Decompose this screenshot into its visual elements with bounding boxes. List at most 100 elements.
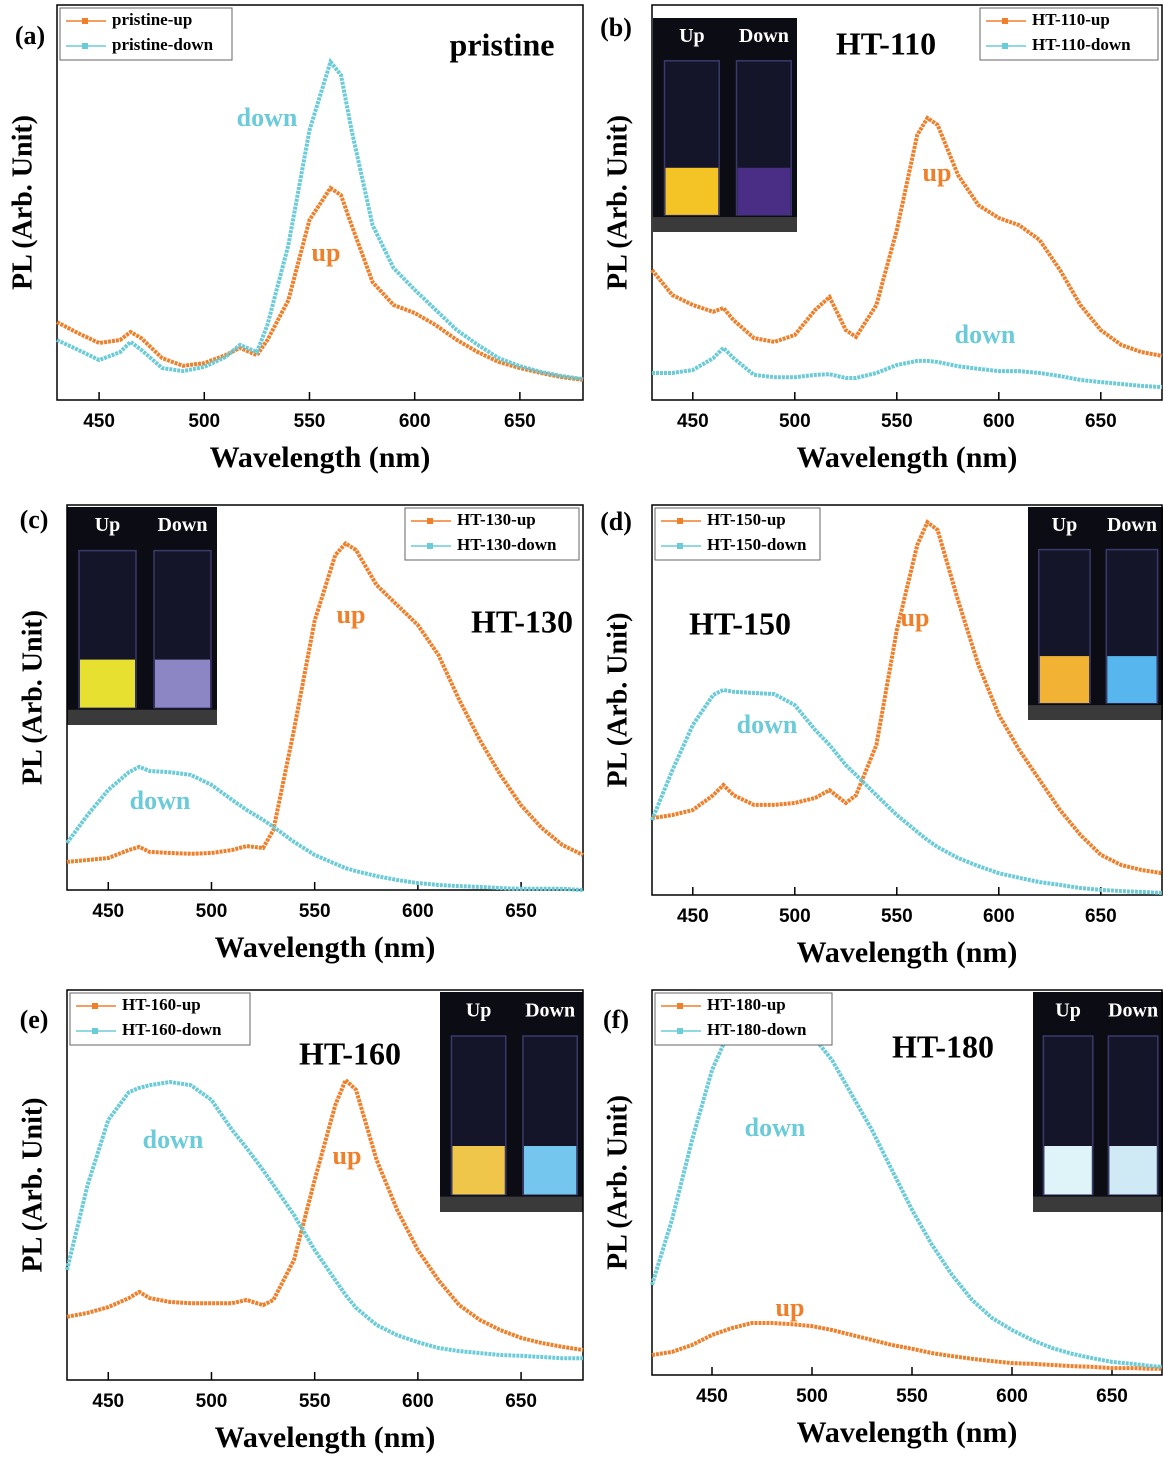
annotation: down (143, 1125, 204, 1154)
x-tick-label: 500 (188, 411, 220, 432)
x-tick-label: 550 (881, 906, 913, 927)
x-axis-label: Wavelength (nm) (215, 1421, 436, 1454)
series-line (652, 345, 1163, 390)
legend-box (654, 507, 821, 561)
vial-liquid (1044, 1146, 1092, 1195)
plot-frame (651, 504, 1163, 896)
chart-title: pristine (450, 26, 555, 62)
x-tick-label: 550 (299, 1391, 331, 1412)
legend-marker (677, 1028, 683, 1034)
legend-box (654, 992, 833, 1046)
x-tick-label: 650 (504, 411, 536, 432)
annotation: down (237, 103, 298, 132)
series-line (66, 1076, 584, 1352)
legend-entry: pristine-up (112, 10, 192, 29)
inset-label: Up (1055, 999, 1081, 1021)
chart-title: HT-160 (299, 1035, 401, 1071)
x-tick-label: 650 (505, 1391, 537, 1412)
legend-entry: HT-110-down (1032, 35, 1131, 54)
x-tick-label: 500 (196, 901, 228, 922)
inset-label: Up (466, 999, 492, 1021)
annotation: up (776, 1293, 805, 1322)
panel-label: (d) (600, 507, 632, 536)
inset-label: Down (739, 25, 789, 47)
plot-frame (651, 4, 1163, 401)
inset-base (67, 709, 217, 725)
x-axis-label: Wavelength (nm) (797, 441, 1018, 474)
x-tick-label: 550 (299, 901, 331, 922)
panel-label: (a) (15, 21, 45, 50)
legend-box (979, 7, 1159, 61)
vial-liquid (1039, 656, 1090, 703)
legend-entry: HT-150-up (707, 510, 786, 529)
legend-entry: HT-130-up (457, 510, 536, 529)
legend-marker (92, 1028, 98, 1034)
series-line (650, 687, 1163, 895)
y-axis-label: PL (Arb. Unit) (7, 115, 38, 290)
legend-entry: HT-130-down (457, 535, 557, 554)
series-line (56, 57, 584, 382)
legend-entry: HT-180-down (707, 1020, 807, 1039)
series-line (651, 519, 1163, 876)
series-line (65, 764, 584, 892)
legend-marker (677, 543, 683, 549)
y-axis-label: PL (Arb. Unit) (17, 610, 48, 785)
vial-liquid (80, 659, 135, 708)
legend-box (59, 7, 233, 61)
legend-entry: pristine-down (112, 35, 214, 54)
y-axis-label: PL (Arb. Unit) (17, 1098, 48, 1273)
panel-label: (c) (20, 505, 49, 534)
inset-label: Down (157, 514, 207, 536)
series-line (56, 185, 584, 382)
x-tick-label: 500 (196, 1391, 228, 1412)
legend-entry: HT-160-down (122, 1020, 222, 1039)
annotation: down (130, 786, 191, 815)
legend-marker (677, 518, 683, 524)
inset-label: Up (95, 514, 121, 536)
vial-liquid (523, 1146, 577, 1195)
plot-frame (56, 4, 584, 401)
legend-marker (1002, 43, 1008, 49)
chart-title: HT-130 (471, 603, 573, 639)
vial-liquid (155, 659, 210, 708)
inset-label: Up (1052, 514, 1078, 536)
x-tick-label: 650 (1085, 411, 1117, 432)
panel-label: (e) (20, 1005, 49, 1034)
x-tick-label: 600 (402, 901, 434, 922)
x-axis-label: Wavelength (nm) (797, 1416, 1018, 1449)
x-tick-label: 550 (881, 411, 913, 432)
inset-label: Down (1108, 999, 1158, 1021)
y-axis-label: PL (Arb. Unit) (602, 1095, 633, 1270)
legend-marker (1002, 18, 1008, 24)
legend-entry: HT-150-down (707, 535, 807, 554)
plot-frame (651, 989, 1163, 1376)
x-tick-label: 650 (1096, 1386, 1128, 1407)
vial-liquid (1107, 656, 1157, 703)
legend-box (404, 507, 580, 561)
annotation: up (333, 1141, 362, 1170)
plot-frame (66, 989, 584, 1381)
x-tick-label: 600 (399, 411, 431, 432)
legend-entry: HT-160-up (122, 995, 201, 1014)
panel-label: (b) (600, 13, 632, 42)
chart-title: HT-180 (892, 1028, 994, 1064)
x-tick-label: 650 (1085, 906, 1117, 927)
x-tick-label: 550 (294, 411, 326, 432)
x-axis-label: Wavelength (nm) (215, 931, 436, 964)
annotation: down (955, 320, 1016, 349)
series-line (651, 1321, 1162, 1371)
vial-liquid (737, 167, 791, 215)
x-tick-label: 450 (696, 1386, 728, 1407)
series-line (650, 115, 1163, 358)
inset-base (440, 1196, 583, 1212)
y-axis-label: PL (Arb. Unit) (602, 613, 633, 788)
legend-marker (82, 18, 88, 24)
legend-box (69, 992, 251, 1046)
x-tick-label: 600 (996, 1386, 1028, 1407)
x-axis-label: Wavelength (nm) (797, 936, 1018, 969)
panel-label: (f) (603, 1005, 629, 1034)
vial-liquid (1109, 1146, 1157, 1195)
x-tick-label: 500 (779, 906, 811, 927)
annotation: down (745, 1113, 806, 1142)
